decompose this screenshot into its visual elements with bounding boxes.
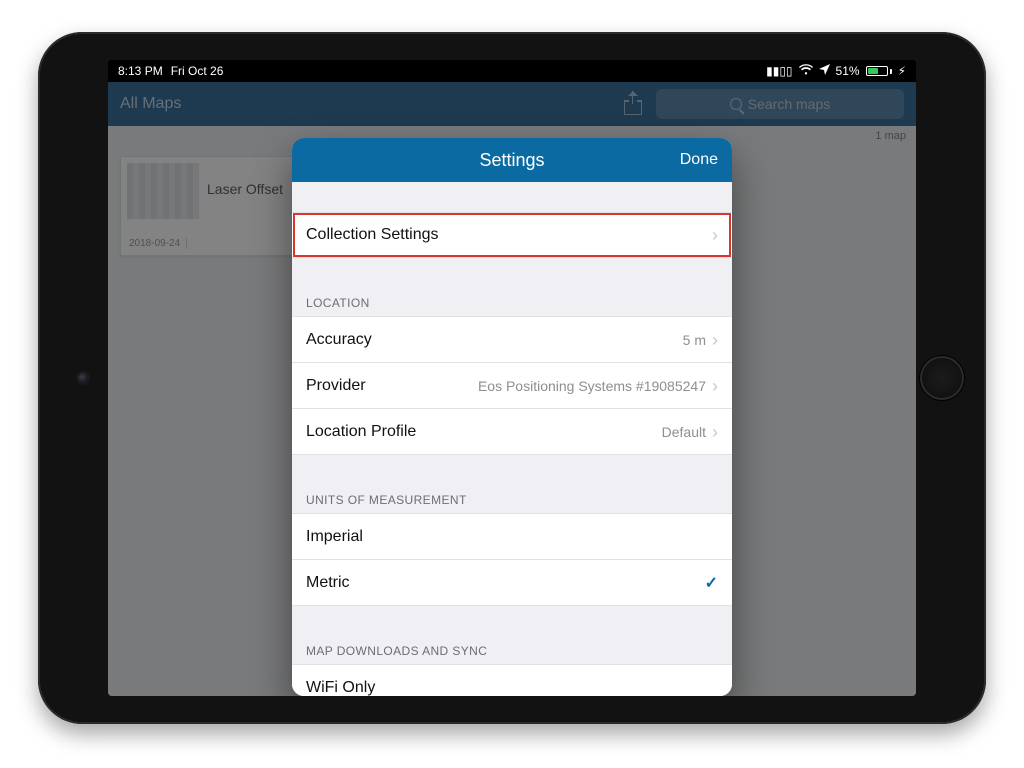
wifi-icon bbox=[799, 64, 813, 78]
section-spacer bbox=[292, 258, 732, 288]
chevron-right-icon: › bbox=[712, 331, 718, 349]
row-provider[interactable]: Provider Eos Positioning Systems #190852… bbox=[292, 363, 732, 409]
row-location-profile[interactable]: Location Profile Default › bbox=[292, 409, 732, 455]
battery-percent: 51% bbox=[836, 64, 860, 78]
row-accuracy[interactable]: Accuracy 5 m › bbox=[292, 317, 732, 363]
row-label: Provider bbox=[306, 377, 366, 395]
section-header-location: Location bbox=[292, 288, 732, 317]
location-arrow-icon bbox=[819, 64, 830, 78]
home-button[interactable] bbox=[920, 356, 964, 400]
app: All Maps Search maps 1 map bbox=[108, 82, 916, 696]
done-button[interactable]: Done bbox=[680, 151, 718, 169]
settings-popover: Settings Done Collection Settings › Loca… bbox=[292, 138, 732, 696]
row-label: Metric bbox=[306, 574, 350, 592]
stage: 8:13 PM Fri Oct 26 ▮▮▯▯ 51% bbox=[0, 0, 1024, 768]
row-label: Accuracy bbox=[306, 331, 372, 349]
row-label: Imperial bbox=[306, 528, 363, 546]
status-time: 8:13 PM bbox=[118, 64, 163, 78]
row-value: Eos Positioning Systems #19085247 bbox=[478, 378, 706, 394]
section-spacer bbox=[292, 606, 732, 636]
section-spacer bbox=[292, 455, 732, 485]
row-label: WiFi Only bbox=[306, 679, 375, 697]
status-bar: 8:13 PM Fri Oct 26 ▮▮▯▯ 51% bbox=[108, 60, 916, 82]
front-camera bbox=[78, 373, 88, 383]
popover-header: Settings Done bbox=[292, 138, 732, 182]
row-value: Default bbox=[662, 424, 706, 440]
section-spacer bbox=[292, 182, 732, 212]
battery-fill bbox=[868, 68, 878, 74]
row-sync-wifi-only[interactable]: WiFi Only bbox=[292, 665, 732, 696]
chevron-right-icon: › bbox=[712, 226, 718, 244]
row-value: 5 m bbox=[683, 332, 706, 348]
section-header-units: Units of Measurement bbox=[292, 485, 732, 514]
chevron-right-icon: › bbox=[712, 377, 718, 395]
screen: 8:13 PM Fri Oct 26 ▮▮▯▯ 51% bbox=[108, 60, 916, 696]
ipad-frame: 8:13 PM Fri Oct 26 ▮▮▯▯ 51% bbox=[38, 32, 986, 724]
popover-title: Settings bbox=[479, 150, 544, 171]
row-label: Collection Settings bbox=[306, 226, 439, 244]
section-header-sync: Map Downloads and Sync bbox=[292, 636, 732, 665]
charging-icon: ⚡︎ bbox=[898, 64, 906, 78]
row-units-metric[interactable]: Metric ✓ bbox=[292, 560, 732, 606]
row-units-imperial[interactable]: Imperial bbox=[292, 514, 732, 560]
checkmark-icon: ✓ bbox=[705, 573, 718, 593]
settings-list[interactable]: Collection Settings › Location Accuracy … bbox=[292, 182, 732, 696]
row-collection-settings[interactable]: Collection Settings › bbox=[292, 212, 732, 258]
cellular-icon: ▮▮▯▯ bbox=[766, 64, 792, 78]
row-label: Location Profile bbox=[306, 423, 416, 441]
battery-icon bbox=[866, 66, 892, 76]
chevron-right-icon: › bbox=[712, 423, 718, 441]
status-date: Fri Oct 26 bbox=[171, 64, 224, 78]
